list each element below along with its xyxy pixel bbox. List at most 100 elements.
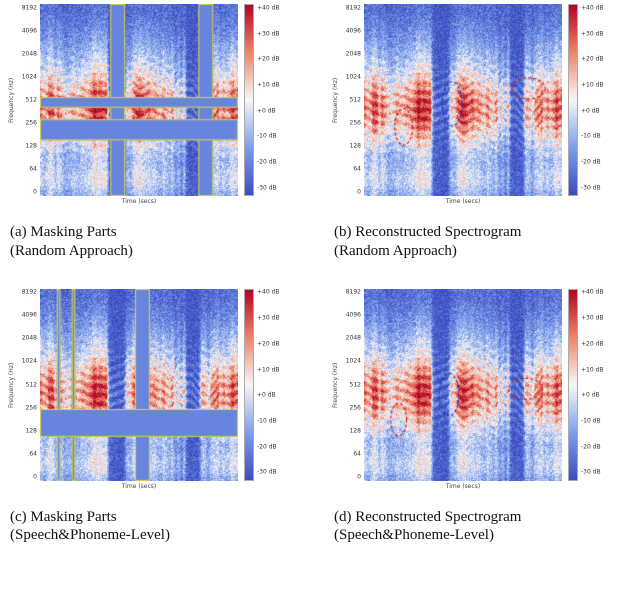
spectrogram-canvas-d	[364, 288, 562, 481]
colorbar-tick-label: +0 dB	[257, 391, 276, 399]
caption-line-2: (Random Approach)	[10, 242, 133, 259]
spectrogram-canvas-a	[40, 4, 238, 196]
y-tick-label: 128	[349, 142, 361, 150]
x-axis-label: Time (secs)	[121, 482, 157, 490]
spectrogram-canvas-b	[364, 4, 562, 196]
y-tick-label: 0	[33, 473, 37, 481]
caption-line-1: (a) Masking Parts	[10, 224, 117, 240]
y-tick-label: 1024	[21, 357, 37, 365]
colorbar-tick-label: +0 dB	[257, 107, 276, 115]
figure-row-top: Frequency (Hz) 8192 4096 2048 1024 512 256 128…	[0, 4, 640, 261]
colorbar-labels: +40 dB +30 dB +20 dB +10 dB +0 dB -10 dB -20 d…	[254, 4, 288, 196]
colorbar-tick-label: +0 dB	[581, 107, 600, 115]
colorbar-tick-label: -20 dB	[257, 443, 277, 451]
caption-line-2: (Speech&Phoneme-Level)	[10, 527, 170, 544]
y-tick-label: 512	[25, 96, 37, 104]
colorbar-tick-label: +10 dB	[257, 366, 280, 374]
y-axis-label: Frequency (Hz)	[8, 361, 15, 408]
y-tick-label: 64	[353, 450, 361, 458]
y-tick-label: 128	[25, 427, 37, 435]
figure-caption-c: (c) Masking Parts (Speech&Phoneme-Level)	[10, 508, 308, 546]
colorbar-labels: +40 dB +30 dB +20 dB +10 dB +0 dB -10 dB -20 d…	[254, 289, 288, 481]
colorbar-tick-label: -10 dB	[257, 132, 277, 140]
caption-line-2: (Speech&Phoneme-Level)	[334, 527, 494, 544]
y-axis-ticks: 8192 4096 2048 1024 512 256 128 64 0	[342, 4, 364, 196]
spectrogram-canvas-c	[40, 288, 238, 481]
y-tick-label: 512	[349, 381, 361, 388]
y-tick-label: 64	[29, 165, 37, 173]
plot-area-c: Frequency (Hz) 8192 4096 2048 1024 512 256 128…	[8, 288, 308, 490]
figure-row-bottom: Frequency (Hz) 8192 4096 2048 1024 512 256 128…	[0, 288, 640, 546]
y-tick-label: 256	[25, 119, 37, 127]
y-tick-label: 64	[29, 450, 37, 458]
y-tick-label: 1024	[21, 73, 37, 81]
colorbar-tick-label: -30 dB	[257, 184, 277, 192]
colorbar-tick-label: -30 dB	[257, 468, 277, 476]
y-tick-label: 8192	[21, 288, 37, 296]
colorbar-tick-label: -30 dB	[581, 468, 601, 476]
colorbar-tick-label: +10 dB	[257, 81, 280, 89]
y-axis-label: Frequency (Hz)	[332, 77, 339, 123]
y-tick-label: 1024	[345, 73, 361, 81]
colorbar-tick-label: -20 dB	[581, 158, 601, 166]
colorbar-tick-label: -20 dB	[581, 443, 601, 451]
y-tick-label: 2048	[21, 334, 37, 342]
colorbar: +40 dB +30 dB +20 dB +10 dB +0 dB -10 dB -20 d…	[568, 288, 612, 481]
figure-caption-a: (a) Masking Parts (Random Approach)	[10, 223, 308, 261]
colorbar-tick-label: +40 dB	[257, 288, 280, 296]
y-tick-label: 256	[25, 404, 37, 412]
colorbar-tick-label: +40 dB	[581, 4, 604, 12]
colorbar-tick-label: -10 dB	[257, 417, 277, 425]
y-tick-label: 2048	[21, 50, 37, 58]
colorbar-gradient	[568, 288, 578, 481]
y-axis-ticks: 8192 4096 2048 1024 512 256 128 64 0	[342, 289, 364, 481]
colorbar-tick-label: -10 dB	[581, 417, 601, 425]
caption-line-1: (c) Masking Parts	[10, 508, 117, 525]
colorbar-gradient	[244, 4, 254, 196]
y-tick-label: 1024	[345, 357, 361, 365]
spectrogram-figure-d: Frequency (Hz) 8192 4096 2048 1024 512 256 128…	[332, 288, 632, 546]
caption-line-1: (b) Reconstructed Spectrogram	[334, 224, 522, 240]
x-axis-label: Time (secs)	[121, 198, 157, 205]
colorbar-tick-label: +30 dB	[257, 314, 280, 322]
y-tick-label: 256	[349, 404, 361, 412]
colorbar-tick-label: +40 dB	[581, 288, 604, 296]
colorbar-labels: +40 dB +30 dB +20 dB +10 dB +0 dB -10 dB -20 d…	[578, 289, 612, 481]
y-axis-ticks: 8192 4096 2048 1024 512 256 128 64 0	[18, 4, 40, 196]
y-axis-label: Frequency (Hz)	[332, 361, 339, 408]
y-tick-label: 4096	[345, 311, 361, 319]
y-axis-ticks: 8192 4096 2048 1024 512 256 128 64 0	[18, 289, 40, 481]
plot-area-d: Frequency (Hz) 8192 4096 2048 1024 512 256 128…	[332, 288, 632, 490]
y-tick-label: 4096	[21, 27, 37, 35]
colorbar-gradient	[568, 4, 578, 196]
y-tick-label: 512	[25, 381, 37, 388]
y-tick-label: 128	[349, 427, 361, 435]
y-tick-label: 8192	[345, 288, 361, 296]
figure-caption-d: (d) Reconstructed Spectrogram (Speech&Ph…	[334, 508, 632, 546]
colorbar: +40 dB +30 dB +20 dB +10 dB +0 dB -10 dB -20 d…	[244, 4, 288, 196]
colorbar-tick-label: +0 dB	[581, 391, 600, 399]
y-tick-label: 128	[25, 142, 37, 150]
colorbar-tick-label: -30 dB	[581, 184, 601, 192]
colorbar-tick-label: +10 dB	[581, 366, 604, 374]
y-tick-label: 0	[357, 188, 361, 196]
colorbar-tick-label: -20 dB	[257, 158, 277, 166]
colorbar-tick-label: +20 dB	[257, 55, 280, 63]
caption-line-2: (Random Approach)	[334, 242, 457, 259]
x-axis-label: Time (secs)	[445, 482, 481, 490]
y-tick-label: 2048	[345, 334, 361, 342]
colorbar-tick-label: -10 dB	[581, 132, 601, 140]
figure-caption-b: (b) Reconstructed Spectrogram (Random Ap…	[334, 223, 632, 261]
spectrogram-figure-c: Frequency (Hz) 8192 4096 2048 1024 512 256 128…	[8, 288, 308, 546]
colorbar-tick-label: +20 dB	[581, 55, 604, 63]
plot-area-b: Frequency (Hz) 8192 4096 2048 1024 512 256 128…	[332, 4, 632, 205]
colorbar: +40 dB +30 dB +20 dB +10 dB +0 dB -10 dB -20 d…	[568, 4, 612, 196]
colorbar-tick-label: +40 dB	[257, 4, 280, 12]
colorbar-gradient	[244, 288, 254, 481]
colorbar-tick-label: +30 dB	[581, 30, 604, 38]
y-tick-label: 2048	[345, 50, 361, 58]
colorbar: +40 dB +30 dB +20 dB +10 dB +0 dB -10 dB -20 d…	[244, 288, 288, 481]
x-axis-label: Time (secs)	[445, 198, 481, 205]
y-tick-label: 8192	[345, 4, 361, 12]
colorbar-tick-label: +30 dB	[257, 30, 280, 38]
